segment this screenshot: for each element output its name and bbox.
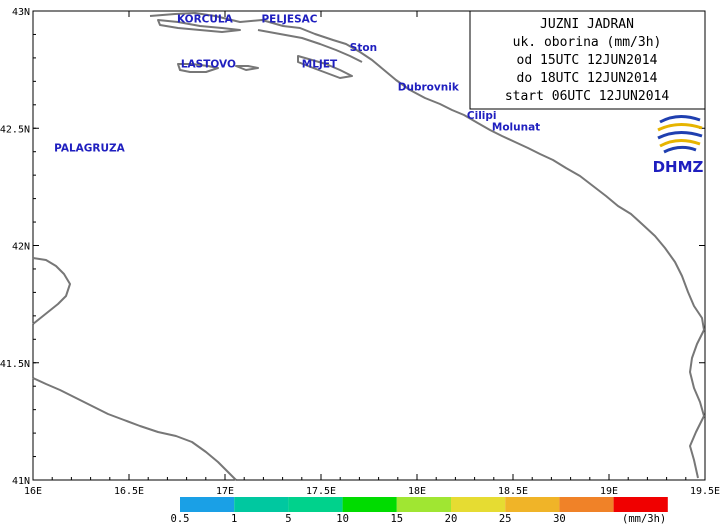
italian-coastline-south <box>32 377 237 481</box>
small-island <box>235 65 259 71</box>
dhmz-logo: DHMZ <box>653 115 704 176</box>
legend-color-box <box>180 497 235 512</box>
place-label: PELJESAC <box>261 14 317 26</box>
place-label: KORCULA <box>177 14 234 26</box>
legend-unit: (mm/3h) <box>622 513 666 525</box>
legend-label: 25 <box>499 513 512 525</box>
legend-label: 1 <box>231 513 237 525</box>
lon-tick-label: 19.5E <box>690 486 720 497</box>
title-line-3: od 15UTC 12JUN2014 <box>517 53 658 68</box>
korcula-island <box>157 19 241 33</box>
place-label: Dubrovnik <box>398 82 460 94</box>
legend-label: 15 <box>390 513 403 525</box>
place-label: MLJET <box>302 58 338 70</box>
lat-tick-label: 43N <box>12 7 30 18</box>
legend-color-box <box>396 497 451 512</box>
place-label: LASTOVO <box>181 58 236 70</box>
logo-text: DHMZ <box>653 158 704 176</box>
place-label: Molunat <box>492 122 540 134</box>
mljet-island <box>297 55 353 79</box>
title-box: JUZNI JADRAN uk. oborina (mm/3h) od 15UT… <box>469 10 706 110</box>
legend-color-box <box>559 497 614 512</box>
place-label: Ston <box>350 42 377 54</box>
legend-color-box <box>451 497 506 512</box>
legend-label: 20 <box>445 513 458 525</box>
dhmz-logo-icon <box>657 115 703 154</box>
place-labels: KORCULA PELJESAC Ston LASTOVO MLJET Dubrovnik… <box>54 14 540 155</box>
legend-label: 5 <box>285 513 291 525</box>
peljesac-coastline <box>257 29 363 63</box>
legend-label: 0.5 <box>171 513 190 525</box>
legend-label: 30 <box>553 513 566 525</box>
legend-label: 10 <box>336 513 349 525</box>
lon-tick-label: 18.5E <box>498 486 528 497</box>
title-line-1: JUZNI JADRAN <box>540 17 634 32</box>
lon-tick-label: 16.5E <box>114 486 144 497</box>
coastlines <box>32 12 705 481</box>
title-box-frame <box>469 10 706 110</box>
legend-color-box <box>613 497 668 512</box>
title-line-4: do 18UTC 12JUN2014 <box>517 71 658 86</box>
legend-color-box <box>288 497 343 512</box>
lon-tick-label: 19E <box>600 486 618 497</box>
color-legend: 0.5 1 5 10 15 20 25 30 <box>171 497 668 525</box>
legend-color-box <box>342 497 397 512</box>
legend-color-box <box>505 497 560 512</box>
axis-labels: 16E 16.5E 17E 17.5E 18E 18.5E 19E 19.5E 43N 42.5N… <box>0 7 720 497</box>
lon-tick-label: 16E <box>24 486 42 497</box>
title-line-5: start 06UTC 12JUN2014 <box>505 89 670 104</box>
lat-tick-label: 41.5N <box>0 359 30 370</box>
lon-tick-label: 17.5E <box>306 486 336 497</box>
lat-tick-label: 41N <box>12 476 30 487</box>
axis-ticks <box>32 10 706 481</box>
legend-color-box <box>234 497 289 512</box>
lon-tick-label: 17E <box>216 486 234 497</box>
lon-tick-label: 18E <box>408 486 426 497</box>
italian-coastline-north <box>32 257 71 325</box>
albanian-coastline <box>689 329 705 479</box>
lat-tick-label: 42.5N <box>0 124 30 135</box>
title-line-2: uk. oborina (mm/3h) <box>513 35 662 50</box>
place-label: Cilipi <box>467 110 497 122</box>
mainland-coastline <box>149 12 705 331</box>
place-label: PALAGRUZA <box>54 143 126 155</box>
lat-tick-label: 42N <box>12 242 30 253</box>
lastovo-island <box>177 63 219 73</box>
